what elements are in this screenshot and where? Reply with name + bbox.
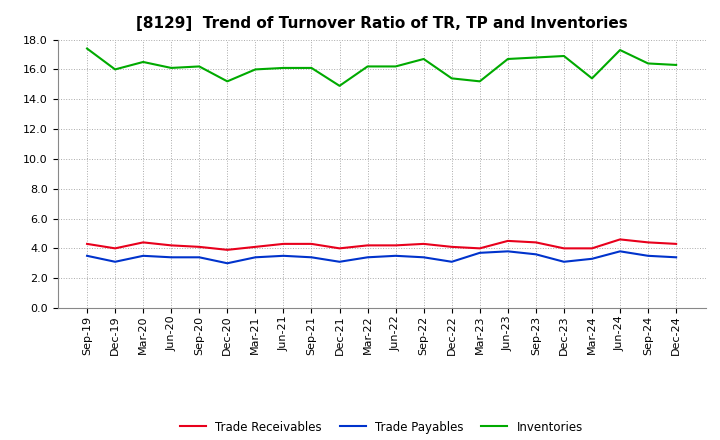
Inventories [503, 56, 512, 62]
Trade Payables [672, 255, 680, 260]
Inventories [559, 53, 568, 59]
Trade Payables [531, 252, 540, 257]
Trade Payables [111, 259, 120, 264]
Trade Receivables [447, 244, 456, 249]
Trade Payables [391, 253, 400, 258]
Trade Receivables [419, 241, 428, 246]
Trade Receivables [672, 241, 680, 246]
Trade Receivables [364, 243, 372, 248]
Trade Receivables [251, 244, 260, 249]
Inventories [644, 61, 652, 66]
Inventories [139, 59, 148, 65]
Trade Receivables [167, 243, 176, 248]
Trade Payables [251, 255, 260, 260]
Trade Payables [559, 259, 568, 264]
Trade Receivables [223, 247, 232, 253]
Inventories [419, 56, 428, 62]
Legend: Trade Receivables, Trade Payables, Inventories: Trade Receivables, Trade Payables, Inven… [176, 416, 588, 438]
Inventories [83, 46, 91, 51]
Trade Payables [503, 249, 512, 254]
Title: [8129]  Trend of Turnover Ratio of TR, TP and Inventories: [8129] Trend of Turnover Ratio of TR, TP… [136, 16, 627, 32]
Trade Payables [364, 255, 372, 260]
Inventories [195, 64, 204, 69]
Trade Receivables [644, 240, 652, 245]
Trade Receivables [83, 241, 91, 246]
Trade Receivables [475, 246, 484, 251]
Inventories [616, 48, 624, 53]
Trade Payables [336, 259, 344, 264]
Trade Receivables [195, 244, 204, 249]
Trade Receivables [391, 243, 400, 248]
Trade Receivables [336, 246, 344, 251]
Trade Payables [83, 253, 91, 258]
Line: Trade Receivables: Trade Receivables [87, 239, 676, 250]
Line: Inventories: Inventories [87, 48, 676, 86]
Inventories [364, 64, 372, 69]
Trade Payables [139, 253, 148, 258]
Inventories [307, 65, 316, 70]
Line: Trade Payables: Trade Payables [87, 251, 676, 263]
Inventories [223, 79, 232, 84]
Inventories [391, 64, 400, 69]
Inventories [447, 76, 456, 81]
Inventories [111, 67, 120, 72]
Trade Receivables [531, 240, 540, 245]
Inventories [672, 62, 680, 68]
Trade Payables [167, 255, 176, 260]
Trade Receivables [503, 238, 512, 244]
Trade Receivables [279, 241, 288, 246]
Trade Payables [419, 255, 428, 260]
Inventories [475, 79, 484, 84]
Inventories [588, 76, 596, 81]
Inventories [531, 55, 540, 60]
Trade Receivables [559, 246, 568, 251]
Inventories [251, 67, 260, 72]
Trade Receivables [111, 246, 120, 251]
Trade Payables [616, 249, 624, 254]
Trade Receivables [139, 240, 148, 245]
Trade Receivables [616, 237, 624, 242]
Trade Payables [223, 260, 232, 266]
Trade Payables [588, 256, 596, 261]
Trade Payables [644, 253, 652, 258]
Trade Payables [475, 250, 484, 256]
Trade Receivables [307, 241, 316, 246]
Trade Payables [307, 255, 316, 260]
Inventories [336, 83, 344, 88]
Trade Payables [447, 259, 456, 264]
Inventories [167, 65, 176, 70]
Trade Payables [195, 255, 204, 260]
Inventories [279, 65, 288, 70]
Trade Receivables [588, 246, 596, 251]
Trade Payables [279, 253, 288, 258]
